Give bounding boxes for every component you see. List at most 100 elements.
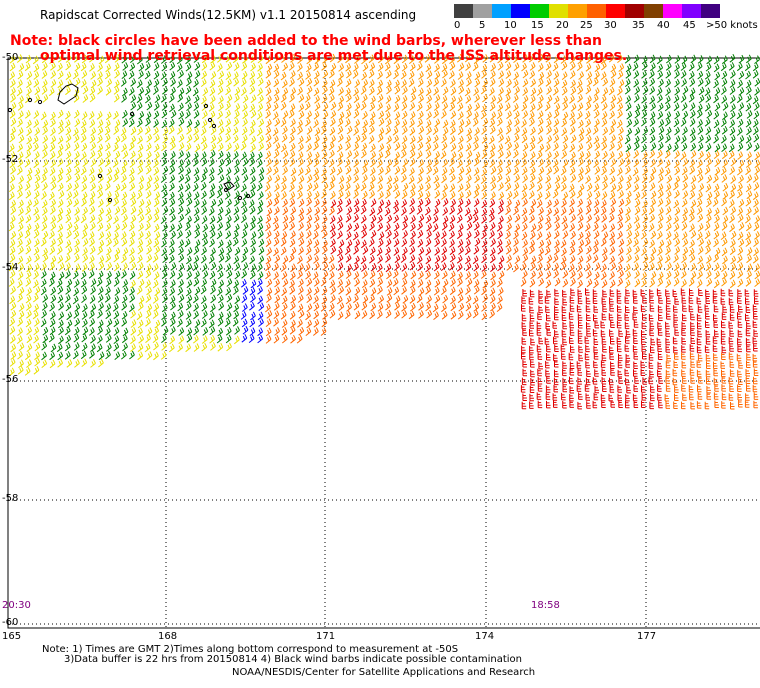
wind-barb bbox=[745, 54, 752, 64]
wind-barb bbox=[546, 328, 551, 336]
wind-barb bbox=[362, 119, 369, 129]
wind-barb bbox=[217, 150, 224, 160]
wind-barb bbox=[329, 279, 336, 289]
wind-barb bbox=[498, 215, 504, 225]
wind-barb bbox=[480, 103, 487, 113]
wind-barb bbox=[154, 231, 161, 241]
wind-barb bbox=[585, 206, 592, 215]
wind-barb bbox=[570, 151, 576, 161]
wind-barb bbox=[505, 87, 512, 97]
wind-barb bbox=[522, 95, 529, 104]
wind-barb bbox=[609, 279, 616, 289]
wind-barb bbox=[193, 167, 200, 176]
wind-barb bbox=[129, 182, 136, 192]
wind-barb bbox=[394, 63, 401, 72]
wind-barb bbox=[649, 111, 656, 120]
wind-barb bbox=[554, 222, 561, 231]
wind-barb bbox=[378, 191, 384, 200]
wind-barb bbox=[737, 118, 744, 128]
wind-barb bbox=[178, 262, 185, 272]
wind-barb bbox=[313, 278, 320, 287]
wind-barb bbox=[394, 254, 401, 264]
wind-barb bbox=[345, 87, 351, 97]
wind-barb bbox=[465, 231, 472, 240]
wind-barb bbox=[594, 320, 599, 329]
wind-barb bbox=[41, 207, 48, 216]
wind-barb bbox=[729, 223, 735, 233]
wind-barb bbox=[153, 341, 159, 351]
wind-barb bbox=[673, 270, 680, 279]
wind-barb bbox=[409, 198, 416, 207]
wind-barb bbox=[201, 263, 208, 272]
wind-barb bbox=[690, 312, 695, 321]
wind-barb bbox=[729, 384, 734, 392]
wind-barb bbox=[658, 400, 663, 409]
wind-barb bbox=[674, 166, 681, 176]
wind-barb bbox=[585, 63, 592, 72]
wind-barb bbox=[522, 142, 529, 152]
wind-barb bbox=[161, 183, 167, 193]
wind-barb bbox=[208, 158, 215, 167]
wind-barb bbox=[738, 102, 745, 111]
wind-barb bbox=[417, 238, 424, 248]
wind-barb bbox=[729, 70, 736, 79]
wind-barb bbox=[112, 303, 119, 312]
wind-barb bbox=[570, 134, 577, 144]
wind-barb bbox=[128, 303, 135, 313]
wind-barb bbox=[162, 254, 169, 263]
wind-barb bbox=[329, 263, 336, 272]
wind-barb bbox=[122, 285, 129, 295]
wind-barb bbox=[25, 278, 32, 287]
wind-barb bbox=[489, 143, 496, 153]
wind-barb bbox=[89, 134, 96, 144]
wind-barb bbox=[266, 158, 272, 167]
wind-barb bbox=[490, 279, 496, 288]
wind-barb bbox=[400, 149, 407, 159]
wind-barb bbox=[658, 313, 663, 321]
wind-barb bbox=[105, 350, 111, 360]
wind-barb bbox=[490, 166, 497, 175]
wind-barb bbox=[265, 255, 272, 265]
wind-barb bbox=[601, 279, 608, 289]
wind-barb bbox=[697, 174, 704, 183]
wind-barb bbox=[337, 230, 343, 240]
wind-barb bbox=[570, 277, 576, 287]
legend-label: 15 bbox=[531, 20, 544, 31]
wind-barb bbox=[424, 190, 431, 200]
wind-barb bbox=[434, 247, 441, 256]
wind-barb bbox=[745, 313, 750, 322]
wind-barb bbox=[688, 70, 695, 80]
wind-barb bbox=[594, 63, 601, 73]
wind-barb bbox=[225, 157, 232, 167]
wind-barb bbox=[321, 245, 328, 255]
wind-barb bbox=[544, 143, 551, 152]
wind-barb bbox=[490, 302, 496, 312]
wind-barb bbox=[138, 62, 145, 72]
wind-barb bbox=[632, 62, 639, 71]
wind-barb bbox=[442, 294, 449, 304]
wind-barb bbox=[42, 230, 49, 240]
wind-barb bbox=[113, 318, 120, 328]
wind-barb bbox=[273, 183, 280, 192]
wind-barb bbox=[601, 111, 608, 120]
wind-barb bbox=[656, 261, 663, 271]
wind-barb bbox=[209, 190, 215, 199]
wind-barb bbox=[529, 393, 534, 402]
wind-barb bbox=[425, 175, 431, 184]
wind-barb bbox=[50, 215, 57, 224]
wind-barb bbox=[98, 207, 105, 217]
wind-barb bbox=[585, 344, 590, 353]
wind-barb bbox=[337, 254, 344, 263]
wind-barb bbox=[280, 310, 287, 320]
wind-barb bbox=[497, 205, 504, 215]
wind-barb bbox=[377, 102, 383, 111]
wind-barb bbox=[536, 392, 542, 400]
wind-barb bbox=[682, 190, 689, 199]
wind-barb bbox=[578, 239, 585, 248]
wind-barb bbox=[616, 289, 622, 297]
wind-barb bbox=[745, 328, 751, 337]
legend-label: 45 bbox=[683, 20, 696, 31]
wind-barb bbox=[745, 134, 752, 144]
wind-barb bbox=[697, 70, 704, 80]
wind-barb bbox=[633, 296, 638, 304]
